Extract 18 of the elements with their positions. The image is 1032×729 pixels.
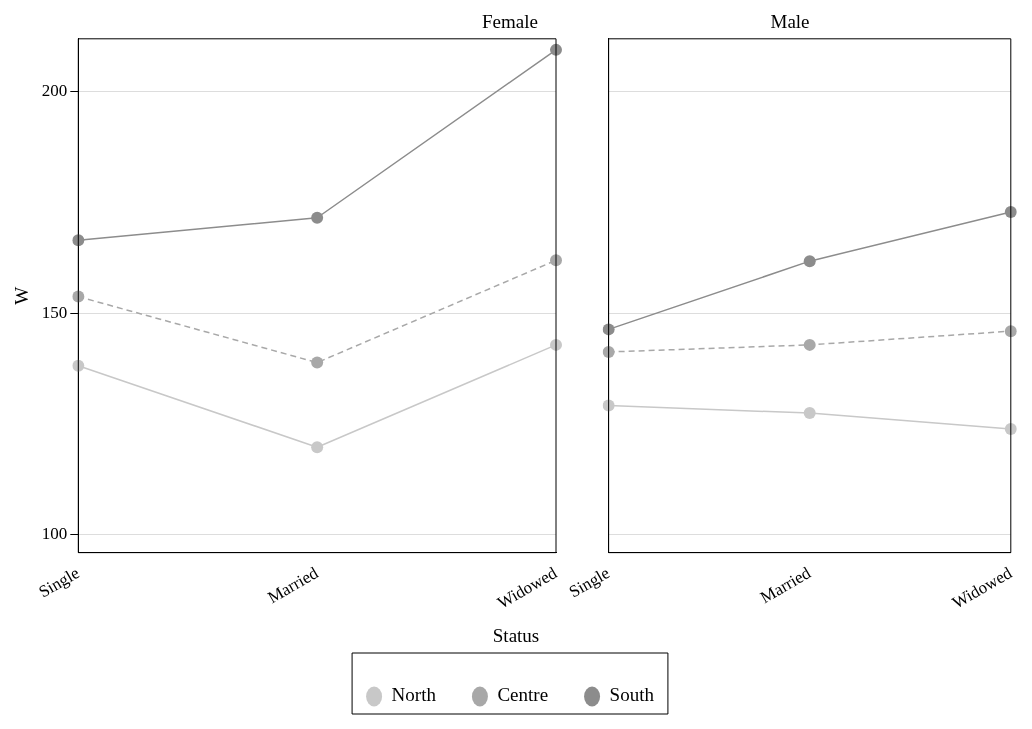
y-tick-label: 200 xyxy=(41,81,68,101)
y-axis-title: W xyxy=(11,286,33,305)
point xyxy=(803,338,816,351)
x-axis-title: Status xyxy=(492,625,540,647)
legend-label: South xyxy=(609,684,655,706)
chart-title: Male xyxy=(770,11,810,33)
x-tick-label: Single xyxy=(35,563,83,602)
y-tick-label: 100 xyxy=(41,524,68,544)
point xyxy=(803,255,816,268)
y-tick-label: 150 xyxy=(41,302,68,322)
point xyxy=(803,407,816,420)
legend-label: North xyxy=(391,684,437,706)
point xyxy=(311,211,324,224)
point xyxy=(311,356,324,369)
point xyxy=(311,441,324,454)
x-tick-label: Single xyxy=(565,563,613,602)
legend-label: Centre xyxy=(497,684,549,706)
chart-title: Female xyxy=(482,11,538,33)
